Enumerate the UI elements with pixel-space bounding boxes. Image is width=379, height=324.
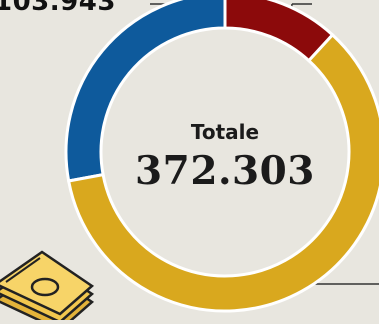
donut-slice-0 xyxy=(64,0,227,183)
donut-slices xyxy=(64,0,379,313)
total-value: 372.303 xyxy=(135,148,315,194)
money-stack-icon xyxy=(0,250,95,324)
slice-label-blue: 103.943 xyxy=(0,0,116,17)
donut-slice-2 xyxy=(66,32,379,313)
total-title: Totale xyxy=(190,120,260,144)
